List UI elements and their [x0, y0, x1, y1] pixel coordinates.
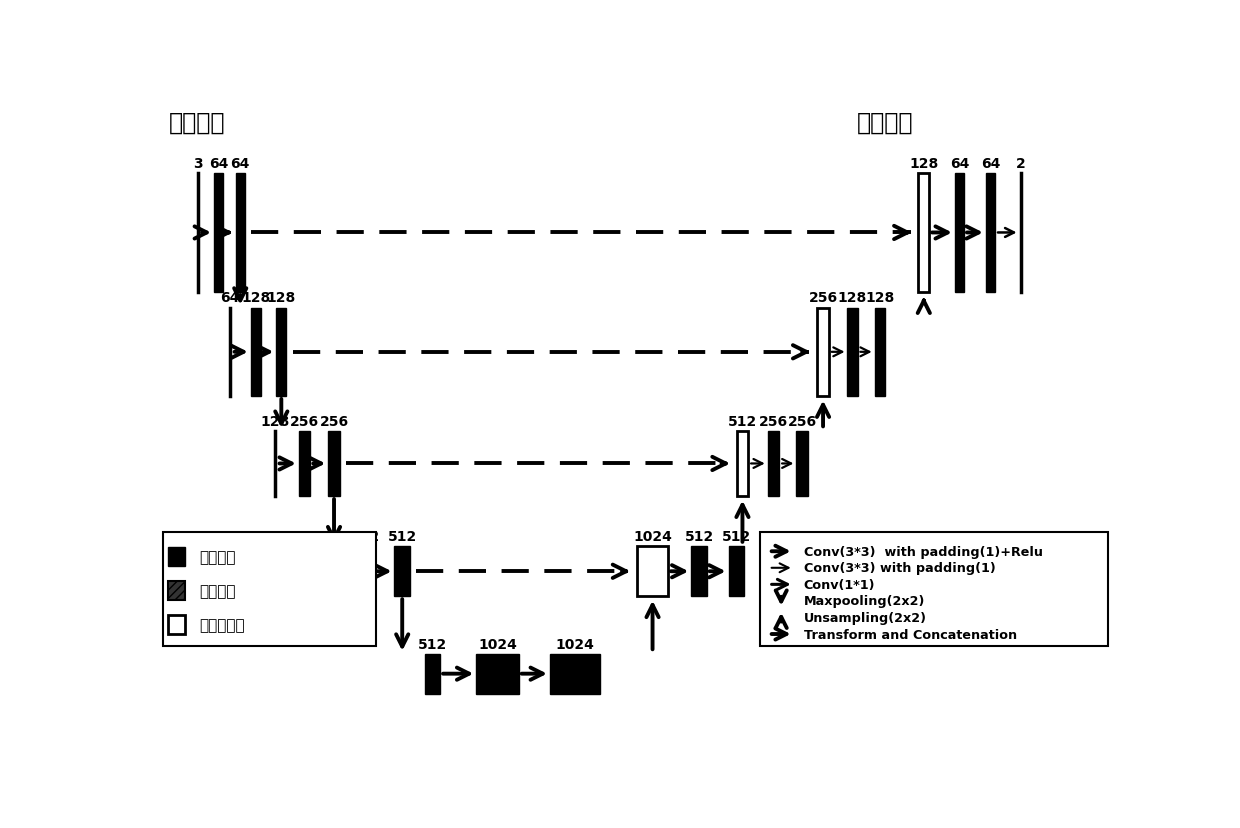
Text: 扩展路径: 扩展路径 [857, 110, 913, 134]
Text: 512: 512 [351, 530, 381, 543]
Text: 256: 256 [290, 414, 319, 428]
Bar [358, 546, 373, 596]
Text: 128: 128 [260, 414, 290, 428]
Text: 128: 128 [866, 291, 894, 305]
Bar [250, 308, 260, 397]
Bar [955, 174, 965, 293]
Text: 无标准化: 无标准化 [200, 550, 236, 565]
Bar [169, 547, 185, 566]
Bar [476, 654, 518, 694]
Bar [874, 308, 884, 397]
Text: 64: 64 [231, 156, 250, 171]
Text: Conv(1*1): Conv(1*1) [804, 578, 875, 591]
Text: 512: 512 [722, 530, 751, 543]
Bar [299, 431, 310, 497]
Text: 64: 64 [950, 156, 970, 171]
Text: 1024: 1024 [556, 637, 594, 651]
Text: 256: 256 [320, 414, 348, 428]
Text: 256: 256 [808, 291, 837, 305]
Bar [549, 654, 600, 694]
Text: 128: 128 [909, 156, 939, 171]
Bar [169, 615, 185, 634]
Text: 收缩路径: 收缩路径 [169, 110, 226, 134]
Text: 512: 512 [684, 530, 714, 543]
Text: 2: 2 [1016, 156, 1025, 171]
Text: 64: 64 [981, 156, 1001, 171]
Text: 64: 64 [221, 291, 239, 305]
Bar [759, 532, 1109, 646]
Bar [394, 546, 410, 596]
Bar [847, 308, 858, 397]
Text: Conv(3*3)  with padding(1)+Relu: Conv(3*3) with padding(1)+Relu [804, 545, 1043, 558]
Text: 128: 128 [838, 291, 867, 305]
Text: 128: 128 [241, 291, 270, 305]
Bar [768, 431, 779, 497]
Text: Unsampling(2x2): Unsampling(2x2) [804, 611, 926, 624]
Text: 256: 256 [315, 530, 343, 543]
Bar [817, 308, 828, 397]
Bar [215, 174, 223, 293]
Bar [329, 431, 340, 497]
Bar [796, 431, 808, 497]
Text: 512: 512 [418, 637, 448, 651]
Bar [324, 546, 335, 596]
Bar [919, 174, 929, 293]
Bar [277, 308, 286, 397]
Bar [692, 546, 707, 596]
Text: 复制与联结: 复制与联结 [200, 617, 244, 632]
Bar [637, 546, 668, 596]
Bar [162, 532, 376, 646]
Text: 1024: 1024 [479, 637, 517, 651]
Text: 512: 512 [388, 530, 417, 543]
Text: 64: 64 [208, 156, 228, 171]
Bar [986, 174, 994, 293]
Text: 1024: 1024 [634, 530, 672, 543]
Text: 3: 3 [192, 156, 202, 171]
Text: 256: 256 [759, 414, 787, 428]
Text: 批标准化: 批标准化 [200, 583, 236, 599]
Text: Maxpooling(2x2): Maxpooling(2x2) [804, 595, 925, 608]
Text: Conv(3*3) with padding(1): Conv(3*3) with padding(1) [804, 561, 996, 575]
Text: 256: 256 [787, 414, 817, 428]
Bar [169, 581, 185, 600]
Text: 512: 512 [728, 414, 758, 428]
Text: Transform and Concatenation: Transform and Concatenation [804, 628, 1017, 641]
Bar [737, 431, 748, 497]
Text: 128: 128 [267, 291, 296, 305]
Bar [236, 174, 246, 293]
Bar [424, 654, 440, 694]
Bar [729, 546, 744, 596]
